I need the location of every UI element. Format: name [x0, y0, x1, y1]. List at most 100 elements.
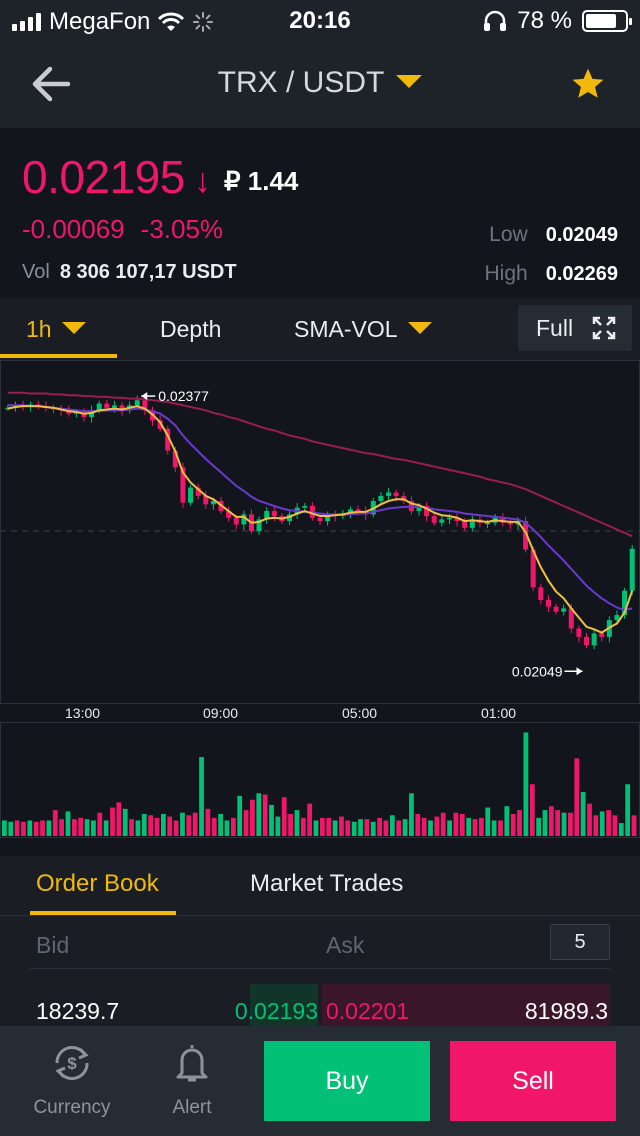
x-tick-label: 09:00 [203, 705, 239, 721]
volume-bar [46, 820, 52, 836]
ma-short-line [7, 405, 634, 634]
volume-bar [364, 819, 370, 836]
battery-percent: 78 % [517, 7, 572, 34]
orderbook-header: Bid Ask 5 [0, 916, 640, 970]
candle-body [226, 511, 232, 518]
fiat-price: ₽ 1.44 [224, 166, 299, 196]
time-axis: 13:00 09:00 05:00 01:00 [0, 704, 640, 722]
price-marks: 0.02377 0.02049 [141, 388, 583, 679]
candle-body [584, 636, 590, 646]
depth-selector[interactable]: 5 [550, 924, 610, 960]
volume-bar [211, 817, 217, 836]
orderbook-row[interactable]: 18239.7 0.02193 0.02201 81989.3 [0, 970, 640, 1026]
volume-bar [358, 819, 363, 836]
interval-label: 1h [26, 316, 52, 342]
candle-body [142, 400, 148, 411]
candle-body [576, 628, 582, 637]
candle-body [545, 599, 551, 607]
top-nav: TRX / USDT [0, 40, 640, 128]
volume-bar [205, 808, 211, 836]
wifi-icon [158, 12, 185, 31]
candle-body [172, 450, 178, 468]
carrier-name: MegaFon [49, 8, 151, 35]
volume-bar [345, 820, 351, 836]
price-chart[interactable]: 0.02377 0.02049 [0, 360, 640, 704]
buy-button[interactable]: Buy [264, 1041, 430, 1121]
volume-bar [587, 803, 592, 836]
vol-label: Vol [22, 261, 50, 283]
volume-bar [269, 804, 274, 836]
candle-body [203, 495, 209, 505]
pair-selector[interactable]: TRX / USDT [0, 66, 640, 100]
currency-label: Currency [33, 1097, 111, 1118]
high-mark-arrowhead [141, 392, 148, 401]
volume-bar [370, 821, 376, 836]
chevron-down-icon [396, 74, 423, 88]
candle-body [446, 517, 452, 520]
volume-bar [224, 820, 230, 836]
candle-body [416, 505, 422, 512]
volume-bar [2, 820, 7, 836]
ma-long-line [7, 391, 633, 538]
volume-bar [612, 815, 618, 836]
volume-bar [389, 815, 395, 836]
volume-bar [186, 815, 192, 836]
x-tick-label: 05:00 [342, 705, 378, 721]
orderbook-tabs: Order Book Market Trades [0, 856, 640, 916]
candle-body [119, 405, 125, 411]
svg-text:$: $ [67, 1054, 77, 1073]
candle-body [614, 615, 620, 621]
candle-body [469, 519, 475, 528]
candle-body [317, 517, 323, 522]
bell-icon [176, 1045, 208, 1082]
candle-body [629, 548, 635, 591]
volume-bar [504, 806, 510, 836]
volume-bar [606, 810, 611, 836]
sell-button[interactable]: Sell [450, 1041, 616, 1121]
candle-body [188, 487, 194, 503]
loading-spinner-icon [193, 12, 214, 32]
volume-bar [377, 817, 382, 836]
candle-body [302, 505, 308, 508]
candle-body [355, 509, 361, 512]
volume-bar [8, 821, 14, 836]
candle-body [553, 606, 559, 612]
volume-bar [148, 815, 154, 836]
arrow-left-icon[interactable] [28, 62, 76, 106]
last-price: 0.02195 [22, 151, 185, 203]
interval-selector[interactable]: 1h [26, 316, 86, 343]
bid-amount: 18239.7 [36, 998, 120, 1024]
volume-bar [122, 808, 128, 836]
chevron-down-icon [61, 321, 86, 334]
fullscreen-button[interactable]: Full [518, 305, 632, 351]
tab-market-trades[interactable]: Market Trades [250, 870, 404, 897]
candle-body [538, 587, 544, 600]
volume-bar [275, 816, 281, 836]
currency-button[interactable]: $ Currency [12, 1040, 132, 1119]
volume-bar [625, 784, 631, 836]
volume-bar [230, 817, 236, 836]
status-left: MegaFon [12, 8, 214, 36]
low-mark-label: 0.02049 [512, 663, 563, 679]
volume-bar [59, 819, 64, 836]
volume-bar [479, 817, 484, 836]
chevron-down-icon [407, 321, 432, 334]
volume-bar [561, 812, 567, 836]
volume-bar [459, 814, 465, 836]
battery-level [586, 14, 616, 28]
tab-depth[interactable]: Depth [160, 316, 222, 342]
indicator-label: SMA-VOL [294, 316, 398, 342]
alert-button[interactable]: Alert [132, 1040, 252, 1119]
volume-bar [180, 812, 185, 836]
volume-bar [326, 817, 332, 836]
volume-bar [281, 797, 287, 836]
candles [5, 395, 635, 650]
star-icon[interactable] [570, 66, 606, 102]
volume-bar [33, 821, 39, 836]
volume-bar [243, 810, 249, 836]
volume-bar [396, 820, 402, 836]
volume-bar [580, 792, 586, 836]
volume-bar [536, 817, 541, 836]
indicator-selector[interactable]: SMA-VOL [294, 316, 432, 343]
tab-order-book[interactable]: Order Book [36, 870, 159, 897]
